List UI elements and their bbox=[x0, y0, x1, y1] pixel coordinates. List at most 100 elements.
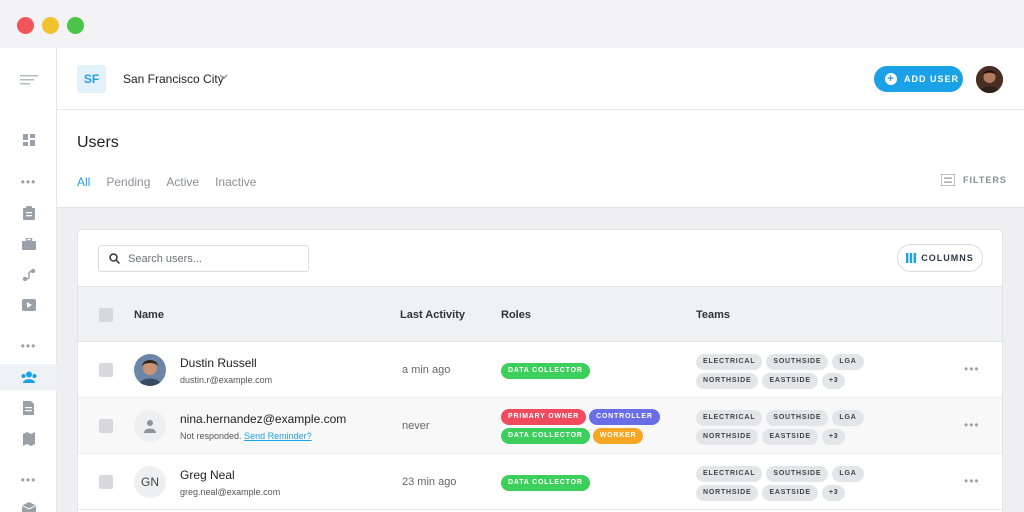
search-icon bbox=[109, 253, 120, 264]
menu-icon bbox=[19, 75, 38, 85]
team-badge: SOUTHSIDE bbox=[766, 466, 829, 482]
role-badge: DATA COLLECTOR bbox=[501, 475, 590, 491]
filters-button[interactable]: FILTERS bbox=[941, 174, 1007, 186]
team-more-badge[interactable]: +3 bbox=[821, 373, 846, 389]
last-activity: a min ago bbox=[402, 364, 451, 376]
role-badge: CONTROLLER bbox=[589, 409, 660, 425]
sidebar-item-routes[interactable] bbox=[0, 262, 57, 288]
users-icon bbox=[21, 371, 36, 383]
role-badge: DATA COLLECTOR bbox=[501, 363, 590, 379]
avatar bbox=[134, 354, 166, 386]
team-badge: SOUTHSIDE bbox=[766, 410, 829, 426]
tab-active[interactable]: Active bbox=[166, 175, 200, 189]
avatar-photo bbox=[134, 354, 166, 386]
tab-all[interactable]: All bbox=[77, 175, 91, 189]
teams-list: ELECTRICAL SOUTHSIDE LGA NORTHSIDE EASTS… bbox=[696, 354, 886, 389]
table-row[interactable]: GN Greg Neal greg.neal@example.com 23 mi… bbox=[78, 454, 1002, 510]
search-placeholder: Search users... bbox=[128, 252, 202, 265]
add-user-button[interactable]: + ADD USER bbox=[874, 66, 963, 92]
teams-list: ELECTRICAL SOUTHSIDE LGA NORTHSIDE EASTS… bbox=[696, 466, 886, 501]
search-input[interactable]: Search users... bbox=[98, 245, 309, 272]
user-name[interactable]: Greg Neal bbox=[180, 468, 235, 482]
current-user-avatar[interactable] bbox=[976, 66, 1003, 93]
team-more-badge[interactable]: +3 bbox=[821, 429, 846, 445]
maximize-window-button[interactable] bbox=[67, 17, 84, 34]
column-roles[interactable]: Roles bbox=[501, 309, 531, 321]
row-actions-button[interactable]: ••• bbox=[964, 362, 980, 376]
close-window-button[interactable] bbox=[17, 17, 34, 34]
team-badge: NORTHSIDE bbox=[696, 485, 759, 501]
role-badge: PRIMARY OWNER bbox=[501, 409, 587, 425]
row-actions-button[interactable]: ••• bbox=[964, 474, 980, 488]
minimize-window-button[interactable] bbox=[42, 17, 59, 34]
column-last-activity[interactable]: Last Activity bbox=[400, 309, 466, 321]
user-status: Not responded. Send Reminder? bbox=[180, 431, 312, 441]
team-badge: LGA bbox=[832, 410, 864, 426]
tab-inactive[interactable]: Inactive bbox=[215, 175, 257, 189]
roles-list: DATA COLLECTOR bbox=[501, 475, 671, 491]
table-row[interactable]: nina.hernandez@example.com Not responded… bbox=[78, 398, 1002, 454]
sidebar-more-1[interactable]: ••• bbox=[0, 169, 57, 195]
chevron-down-icon[interactable] bbox=[219, 74, 228, 80]
team-badge: EASTSIDE bbox=[762, 373, 818, 389]
top-header: SF San Francisco City + ADD USER bbox=[57, 48, 1024, 110]
roles-list: DATA COLLECTOR bbox=[501, 363, 671, 379]
sidebar-item-inventory[interactable] bbox=[0, 496, 57, 512]
sidebar-item-dashboard[interactable] bbox=[0, 127, 57, 153]
team-badge: LGA bbox=[832, 466, 864, 482]
sidebar: ••• ••• ••• bbox=[0, 48, 57, 512]
sidebar-more-3[interactable]: ••• bbox=[0, 467, 57, 493]
sidebar-item-map[interactable] bbox=[0, 426, 57, 452]
sidebar-item-media[interactable] bbox=[0, 292, 57, 318]
sidebar-item-users[interactable] bbox=[0, 364, 57, 390]
route-icon bbox=[22, 268, 35, 282]
more-dots-icon: ••• bbox=[20, 339, 37, 353]
status-tabs: All Pending Active Inactive bbox=[77, 175, 272, 189]
avatar-initials: GN bbox=[134, 466, 166, 498]
sidebar-more-2[interactable]: ••• bbox=[0, 333, 57, 359]
users-card: Search users... COLUMNS Name Last Activi… bbox=[77, 229, 1003, 512]
team-badge: SOUTHSIDE bbox=[766, 354, 829, 370]
row-checkbox[interactable] bbox=[99, 363, 113, 377]
team-badge: EASTSIDE bbox=[762, 429, 818, 445]
briefcase-icon bbox=[21, 238, 36, 250]
team-badge: NORTHSIDE bbox=[696, 429, 759, 445]
more-dots-icon: ••• bbox=[20, 175, 37, 189]
tab-pending[interactable]: Pending bbox=[106, 175, 151, 189]
columns-label: COLUMNS bbox=[921, 253, 974, 263]
select-all-checkbox[interactable] bbox=[99, 308, 113, 322]
video-icon bbox=[21, 299, 36, 311]
page-header: Users All Pending Active Inactive FILTER… bbox=[57, 110, 1024, 208]
org-selector[interactable]: San Francisco City bbox=[123, 72, 224, 86]
title-bar bbox=[0, 0, 1024, 48]
team-more-badge[interactable]: +3 bbox=[821, 485, 846, 501]
page-title: Users bbox=[77, 134, 119, 151]
user-name[interactable]: nina.hernandez@example.com bbox=[180, 412, 347, 426]
clipboard-icon bbox=[22, 206, 35, 220]
column-teams[interactable]: Teams bbox=[696, 309, 731, 321]
filter-icon bbox=[941, 174, 955, 186]
filters-label: FILTERS bbox=[963, 175, 1007, 185]
box-icon bbox=[21, 502, 36, 512]
user-name[interactable]: Dustin Russell bbox=[180, 356, 257, 370]
sidebar-item-documents[interactable] bbox=[0, 395, 57, 421]
team-badge: NORTHSIDE bbox=[696, 373, 759, 389]
last-activity: 23 min ago bbox=[402, 476, 457, 488]
row-checkbox[interactable] bbox=[99, 475, 113, 489]
menu-toggle-button[interactable] bbox=[0, 67, 57, 93]
columns-button[interactable]: COLUMNS bbox=[897, 244, 983, 272]
sidebar-item-tasks[interactable] bbox=[0, 200, 57, 226]
table-row[interactable]: Dustin Russell dustin.r@example.com a mi… bbox=[78, 342, 1002, 398]
sidebar-item-jobs[interactable] bbox=[0, 231, 57, 257]
row-actions-button[interactable]: ••• bbox=[964, 418, 980, 432]
team-badge: ELECTRICAL bbox=[696, 410, 763, 426]
org-badge: SF bbox=[77, 65, 106, 93]
add-user-label: ADD USER bbox=[904, 74, 960, 84]
column-name[interactable]: Name bbox=[134, 309, 164, 321]
row-checkbox[interactable] bbox=[99, 419, 113, 433]
roles-list: PRIMARY OWNER CONTROLLER DATA COLLECTOR … bbox=[501, 409, 671, 444]
send-reminder-link[interactable]: Send Reminder? bbox=[244, 431, 312, 441]
last-activity: never bbox=[402, 420, 430, 432]
more-dots-icon: ••• bbox=[20, 473, 37, 487]
